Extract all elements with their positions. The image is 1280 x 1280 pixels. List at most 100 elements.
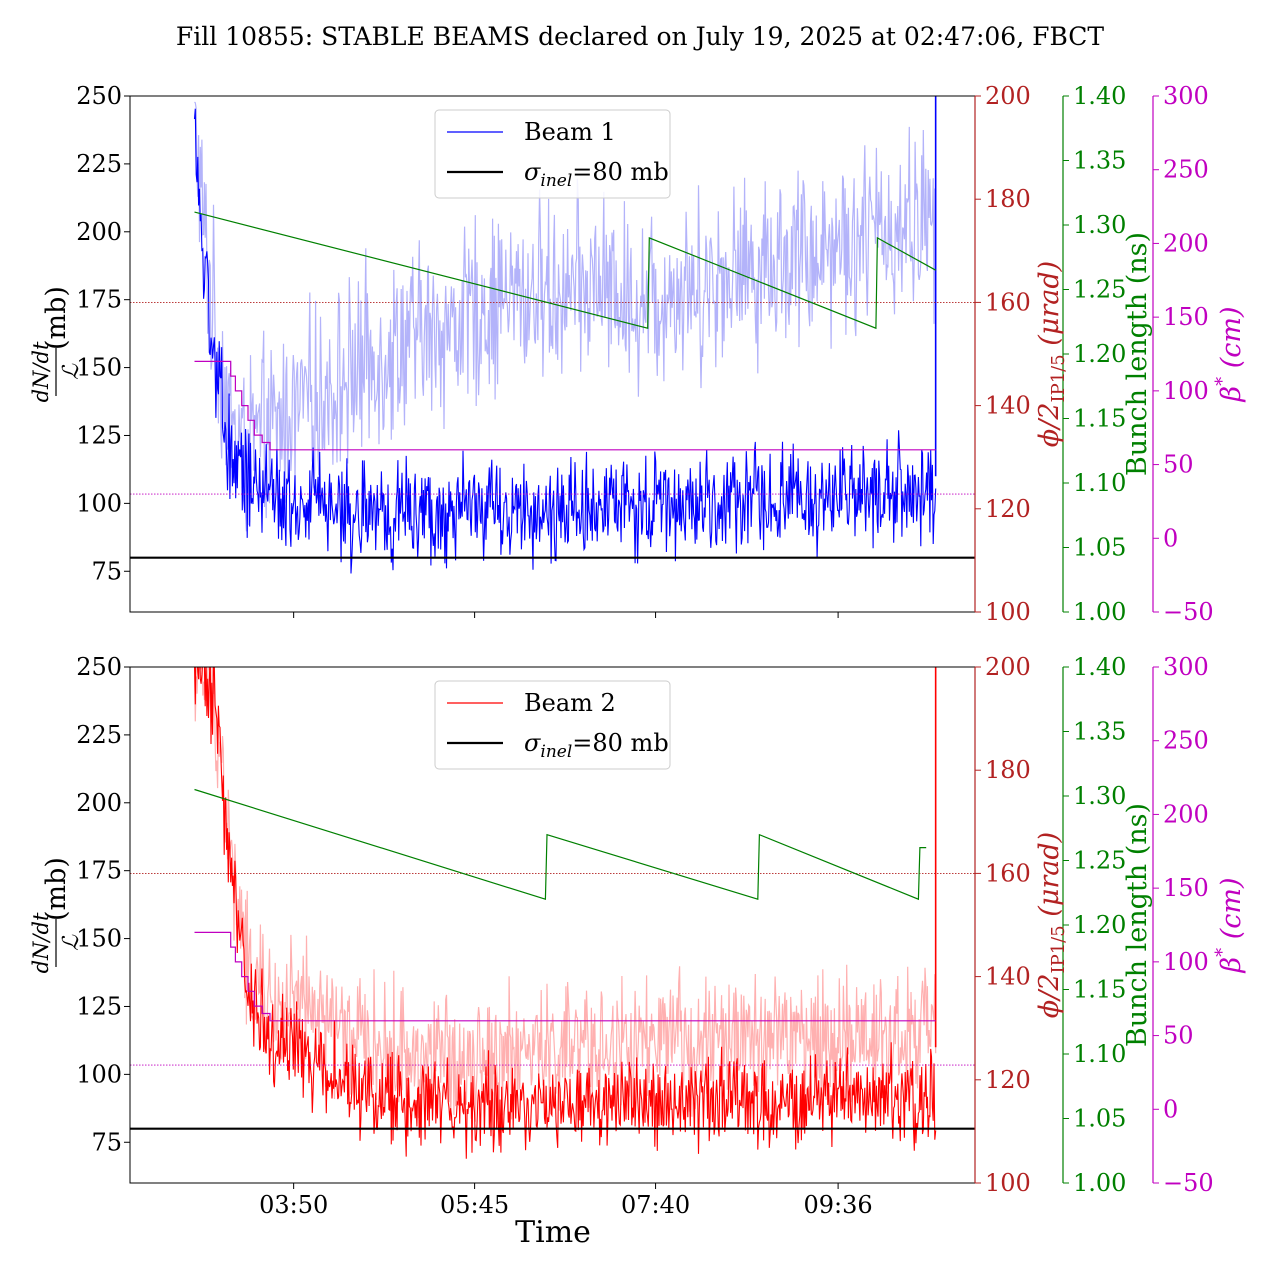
- panel-top: 75 100 125 150 175 200 225 250 dN/dt ℒ (mb) 100 120 1…: [29, 82, 1247, 626]
- legend-label-beam: Beam 2: [524, 689, 616, 717]
- y-left-label-bottom: dN/dt ℒ (mb): [29, 857, 84, 973]
- y-bunch-label: Bunch length (ns): [1122, 803, 1153, 1047]
- legend-bottom: Beam 2 σinel=80 mb: [434, 680, 671, 770]
- y-beta-tick-label: 150: [1163, 303, 1209, 331]
- legend-top: Beam 1 σinel=80 mb: [434, 109, 671, 199]
- y-beta-label: β* (cm): [1212, 307, 1247, 403]
- y-left-tick-label: 250: [76, 82, 122, 110]
- y-angle-tick-label: 120: [985, 1066, 1031, 1094]
- y-left-tick-label: 100: [76, 1060, 122, 1088]
- y-left-tick-label: 125: [76, 992, 122, 1020]
- y-left-tick-label: 250: [76, 653, 122, 681]
- y-left-tick-label: 200: [76, 218, 122, 246]
- y-left-label-denominator: ℒ: [59, 363, 84, 380]
- y-beta-tick-label: 200: [1163, 229, 1209, 257]
- y-beta-tick-label: 300: [1163, 82, 1209, 110]
- y-left-label-numerator: dN/dt: [29, 341, 53, 402]
- y-beta-tick-label: 50: [1163, 451, 1194, 479]
- y-left-label-numerator: dN/dt: [29, 912, 53, 973]
- x-tick-label: 03:50: [259, 1191, 328, 1219]
- y-left-tick-label: 150: [76, 925, 122, 953]
- x-tick-label: 05:45: [440, 1191, 509, 1219]
- y-beta-tick-label: 0: [1163, 524, 1178, 552]
- y-bunch-tick-label: 1.00: [1073, 1169, 1126, 1197]
- series-bunch-length: [194, 211, 936, 330]
- series-beam-2: [194, 667, 937, 1159]
- y-left-tick-label: 200: [76, 789, 122, 817]
- y-left-tick-label: 100: [76, 489, 122, 517]
- y-left-tick-label: 225: [76, 150, 122, 178]
- y-angle-tick-label: 200: [985, 82, 1031, 110]
- panels: 75 100 125 150 175 200 225 250 dN/dt ℒ (mb) 100 120 1…: [29, 82, 1247, 1219]
- y-bunch-tick-label: 1.20: [1073, 911, 1126, 939]
- y-angle-tick-label: 140: [985, 392, 1031, 420]
- y-bunch-tick-label: 1.15: [1073, 976, 1126, 1004]
- plot-area-bottom: [130, 667, 975, 1159]
- x-axis-label: Time: [515, 1215, 591, 1250]
- y-bunch-tick-label: 1.05: [1073, 1105, 1126, 1133]
- y-angle-label: ϕ/2IP1/5 (μrad): [1034, 832, 1069, 1018]
- y-beta-tick-label: −50: [1163, 1169, 1214, 1197]
- y-left-tick-label: 175: [76, 857, 122, 885]
- y-left-tick-label: 150: [76, 354, 122, 382]
- y-left-tick-label: 75: [91, 1128, 122, 1156]
- y-left-label-top: dN/dt ℒ (mb): [29, 286, 84, 402]
- y-angle-tick-label: 100: [985, 598, 1031, 626]
- y-angle-tick-label: 120: [985, 495, 1031, 523]
- x-tick-label: 09:36: [804, 1191, 873, 1219]
- y-angle-tick-label: 160: [985, 859, 1031, 887]
- y-beta-tick-label: −50: [1163, 598, 1214, 626]
- y-bunch-label: Bunch length (ns): [1122, 232, 1153, 476]
- plot-area-top: [130, 96, 975, 574]
- panel-bottom: 75 100 125 150 175 200 225 250 dN/dt ℒ (mb) 100 120 1…: [29, 653, 1247, 1219]
- y-bunch-tick-label: 1.30: [1073, 211, 1126, 239]
- y-bunch-tick-label: 1.10: [1073, 469, 1126, 497]
- y-beta-tick-label: 150: [1163, 874, 1209, 902]
- chart-title: Fill 10855: STABLE BEAMS declared on Jul…: [176, 22, 1105, 51]
- legend-label-beam: Beam 1: [524, 118, 616, 146]
- x-tick-label: 07:40: [621, 1191, 690, 1219]
- y-bunch-tick-label: 1.05: [1073, 534, 1126, 562]
- y-left-tick-label: 225: [76, 721, 122, 749]
- y-beta-tick-label: 50: [1163, 1022, 1194, 1050]
- y-left-label-denominator: ℒ: [59, 934, 84, 951]
- legend-label-sigma: σinel=80 mb: [524, 158, 669, 191]
- y-beta-tick-label: 100: [1163, 377, 1209, 405]
- legend-label-sigma: σinel=80 mb: [524, 729, 669, 762]
- y-beta-tick-label: 100: [1163, 948, 1209, 976]
- y-beta-tick-label: 0: [1163, 1095, 1178, 1123]
- series-beta-star: [194, 931, 936, 1022]
- y-beta-tick-label: 250: [1163, 156, 1209, 184]
- y-left-tick-label: 75: [91, 557, 122, 585]
- y-left-label-unit: (mb): [41, 286, 72, 350]
- y-left-label-unit: (mb): [41, 857, 72, 921]
- y-bunch-tick-label: 1.20: [1073, 340, 1126, 368]
- y-bunch-tick-label: 1.35: [1073, 147, 1126, 175]
- series-beam-1: [193, 108, 937, 574]
- series-beam-2-envelope: [194, 667, 937, 1122]
- y-bunch-tick-label: 1.40: [1073, 82, 1126, 110]
- y-beta-tick-label: 200: [1163, 800, 1209, 828]
- y-bunch-tick-label: 1.10: [1073, 1040, 1126, 1068]
- y-angle-tick-label: 200: [985, 653, 1031, 681]
- series-beta-star: [194, 360, 936, 451]
- y-angle-tick-label: 100: [985, 1169, 1031, 1197]
- series-beam-1-envelope: [194, 101, 937, 532]
- y-angle-tick-label: 160: [985, 288, 1031, 316]
- y-bunch-tick-label: 1.00: [1073, 598, 1126, 626]
- y-bunch-tick-label: 1.40: [1073, 653, 1126, 681]
- y-angle-tick-label: 180: [985, 756, 1031, 784]
- y-beta-tick-label: 250: [1163, 727, 1209, 755]
- y-beta-label: β* (cm): [1212, 878, 1247, 974]
- y-beta-tick-label: 300: [1163, 653, 1209, 681]
- y-bunch-tick-label: 1.15: [1073, 405, 1126, 433]
- series-bunch-length: [194, 788, 927, 901]
- y-left-tick-label: 175: [76, 286, 122, 314]
- y-angle-tick-label: 140: [985, 963, 1031, 991]
- y-bunch-tick-label: 1.30: [1073, 782, 1126, 810]
- y-bunch-tick-label: 1.25: [1073, 276, 1126, 304]
- y-bunch-tick-label: 1.25: [1073, 847, 1126, 875]
- y-angle-tick-label: 180: [985, 185, 1031, 213]
